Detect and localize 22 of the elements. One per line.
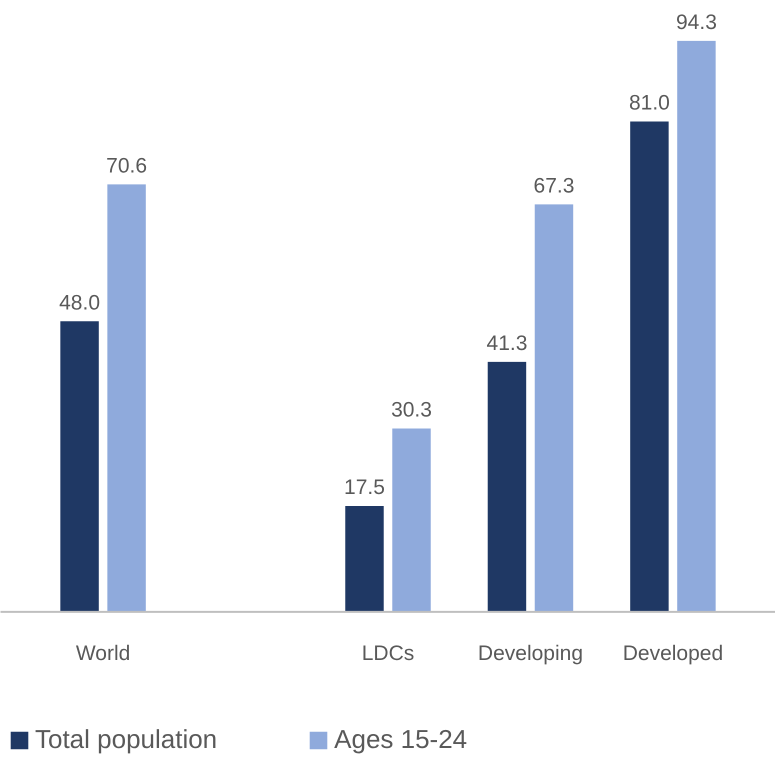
legend-label: Total population (35, 724, 218, 755)
bar (630, 121, 669, 612)
legend-label: Ages 15-24 (334, 724, 468, 755)
bar (488, 362, 526, 612)
x-tick-label: Developed (622, 642, 724, 665)
bar (107, 184, 146, 612)
bar (534, 204, 574, 612)
bar (392, 428, 431, 612)
x-tick-label: LDCs (362, 642, 414, 665)
x-tick-label: World (76, 642, 130, 665)
data-label: 41.3 (486, 332, 528, 355)
bar (60, 321, 99, 612)
data-label: 81.0 (628, 91, 670, 114)
bar (345, 506, 384, 612)
data-label: 17.5 (344, 476, 385, 499)
data-label: 70.6 (106, 154, 148, 178)
data-label: 30.3 (391, 398, 432, 422)
data-label: 67.3 (534, 174, 574, 198)
x-tick-label: Developing (478, 642, 584, 665)
data-label: 94.3 (676, 10, 717, 34)
data-label: 48.0 (59, 291, 100, 314)
bar (677, 40, 716, 612)
